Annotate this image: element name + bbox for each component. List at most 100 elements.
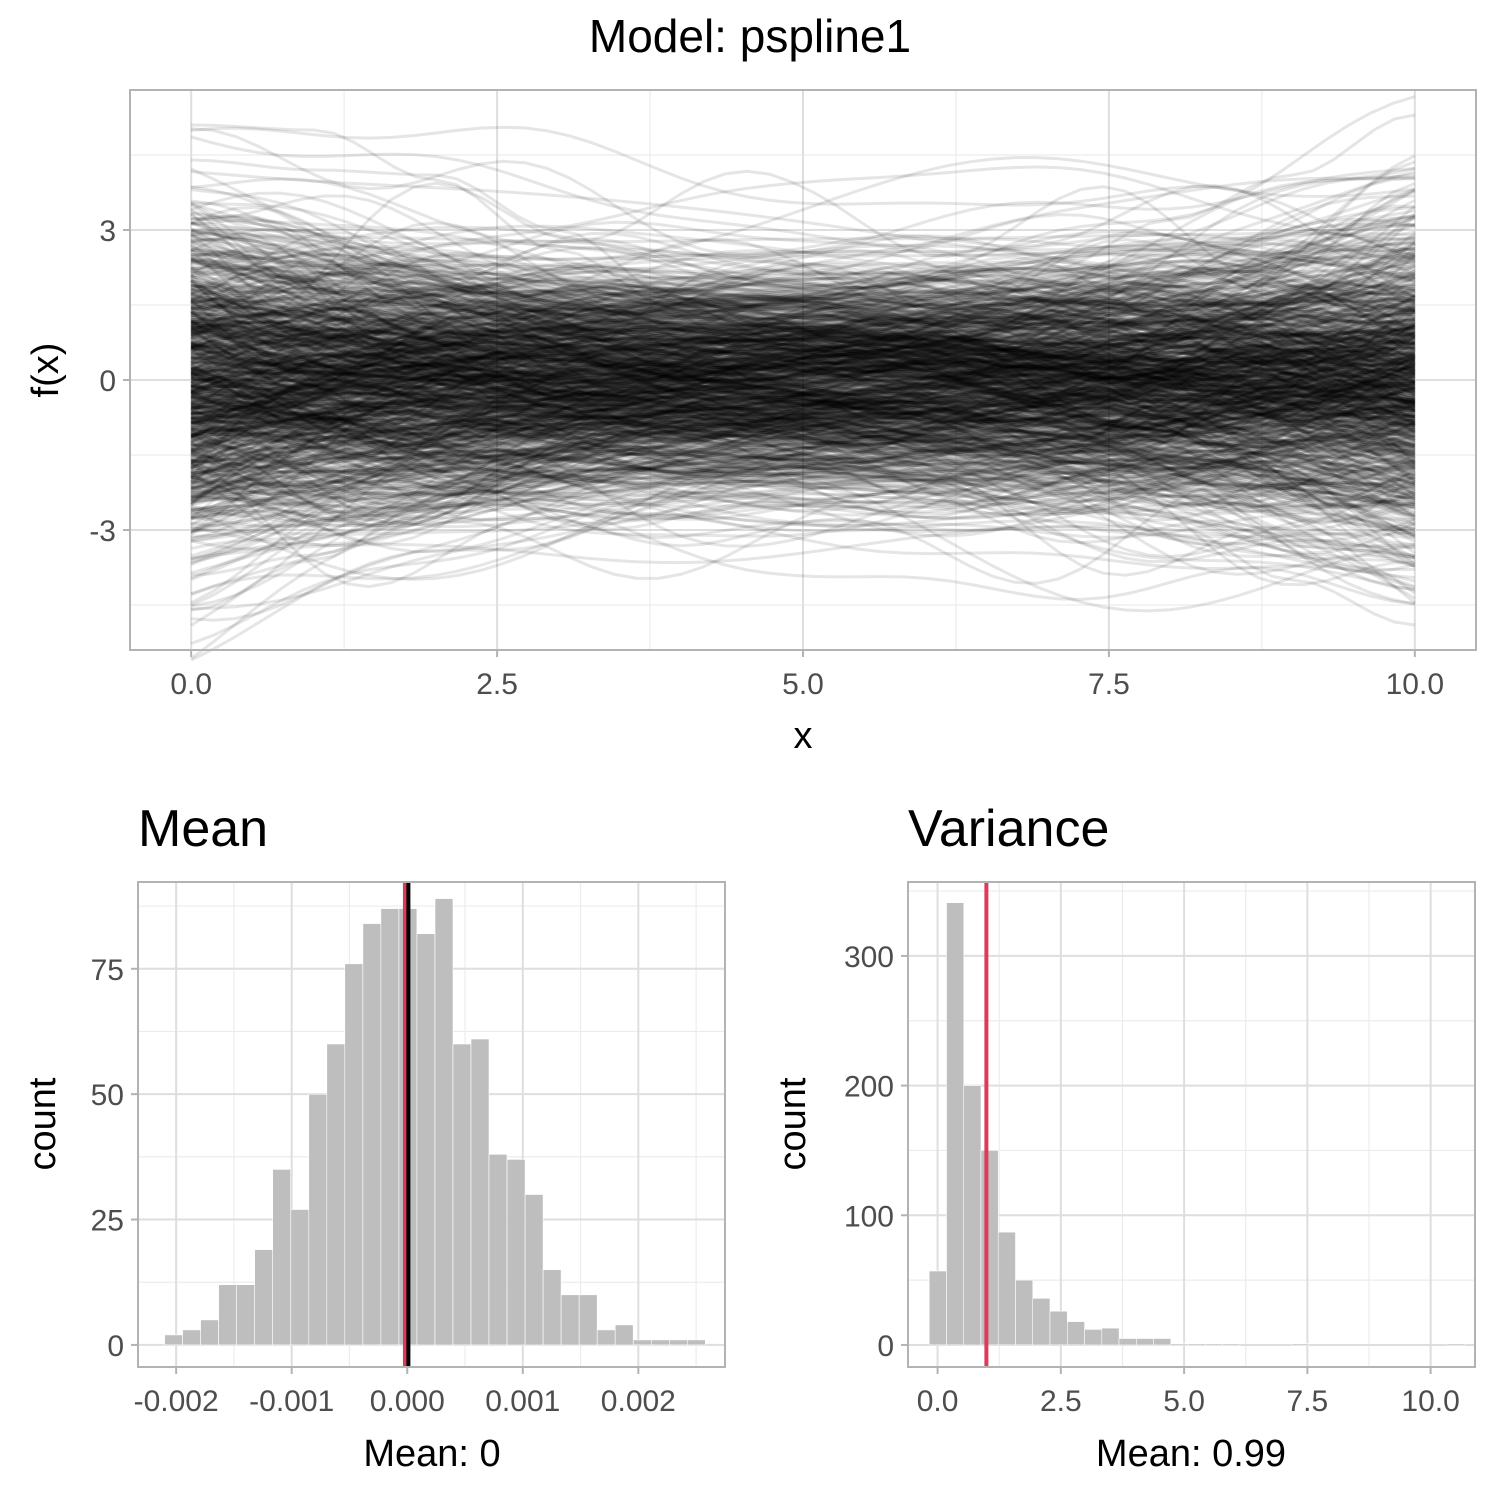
variance-plot-frame [907, 881, 1476, 1368]
function-curve [191, 307, 1415, 432]
function-curve [191, 390, 1416, 466]
variance-bar [1170, 1343, 1189, 1346]
function-curve [190, 240, 1415, 349]
function-curve [191, 354, 1415, 410]
function-curve [190, 311, 1415, 376]
function-curve [191, 336, 1416, 536]
function-curve [190, 233, 1416, 346]
function-curve [191, 397, 1415, 420]
function-curve [191, 218, 1416, 342]
function-curve [191, 261, 1416, 406]
function-curve [191, 376, 1416, 456]
function-curve [190, 380, 1415, 537]
function-curve [190, 414, 1416, 537]
function-curve [190, 229, 1415, 427]
function-curve [191, 232, 1415, 265]
function-curve [190, 258, 1416, 333]
function-curve [190, 279, 1416, 444]
function-curve [191, 334, 1416, 484]
function-curve [190, 350, 1416, 498]
function-curve [190, 320, 1415, 365]
function-curve [190, 316, 1416, 426]
function-curve [191, 428, 1416, 509]
function-curve [190, 335, 1415, 484]
function-curve [190, 344, 1416, 452]
function-curve [191, 326, 1415, 354]
function-curve [190, 343, 1415, 394]
function-curve [190, 342, 1416, 420]
variance-bar [1136, 1338, 1154, 1346]
function-curve [191, 484, 1415, 564]
function-curve [191, 297, 1416, 400]
function-curve [191, 344, 1416, 502]
function-curve [190, 416, 1415, 473]
function-curve [191, 388, 1416, 499]
function-curve [190, 386, 1416, 519]
function-curve [191, 251, 1416, 425]
mean-bar [308, 1093, 328, 1346]
function-curve [191, 367, 1416, 431]
function-curve [191, 460, 1415, 482]
function-curve [190, 307, 1416, 426]
function-curve [191, 215, 1416, 403]
function-curve [191, 259, 1416, 376]
function-curve [191, 173, 1415, 350]
function-curve [190, 415, 1415, 449]
mean-bar [542, 1269, 562, 1346]
function-curve [191, 321, 1416, 440]
function-curve [191, 342, 1415, 410]
function-curve [190, 327, 1416, 470]
function-curve [191, 316, 1416, 377]
function-curve [190, 321, 1416, 388]
function-curve [190, 360, 1416, 481]
function-curve [190, 424, 1416, 539]
function-curve [191, 355, 1416, 404]
variance-bar [1067, 1321, 1085, 1346]
function-curve [191, 312, 1416, 394]
function-curve [190, 188, 1416, 431]
function-curve [190, 412, 1416, 519]
function-curve [190, 246, 1416, 344]
function-curve [191, 242, 1415, 337]
mean-bar [434, 898, 454, 1346]
function-curve [191, 313, 1415, 540]
variance-bar [946, 902, 965, 1346]
function-curve [190, 320, 1416, 372]
function-curve [190, 352, 1415, 419]
function-curve [191, 364, 1415, 466]
function-curve [191, 280, 1415, 356]
function-curve [191, 346, 1415, 398]
function-curve [190, 243, 1415, 344]
function-curve [190, 258, 1416, 531]
function-curve [190, 323, 1416, 386]
function-curve [190, 333, 1415, 392]
function-curve [190, 224, 1416, 411]
function-curve [190, 358, 1415, 501]
function-curve [190, 213, 1416, 421]
function-curve [191, 352, 1415, 464]
function-curve [190, 213, 1416, 432]
function-curve [190, 265, 1415, 350]
function-curve [191, 289, 1416, 406]
function-curve [191, 400, 1416, 502]
function-curve [191, 273, 1415, 427]
function-curve [190, 418, 1415, 506]
function-curve [190, 313, 1415, 404]
function-curve [191, 297, 1415, 342]
function-curve [190, 291, 1415, 495]
function-curve [190, 255, 1416, 389]
functions-x-tick-label: 5.0 [782, 668, 824, 701]
function-curve [190, 296, 1415, 488]
function-curve [191, 289, 1415, 428]
function-curve [190, 325, 1416, 474]
function-curve [190, 301, 1416, 405]
function-curve [190, 231, 1415, 361]
function-curve [190, 377, 1415, 471]
function-curve [190, 278, 1416, 427]
function-curve [190, 366, 1416, 439]
function-curve [190, 247, 1416, 424]
function-curve [191, 448, 1416, 528]
function-curve [191, 215, 1416, 436]
function-curve [191, 362, 1416, 493]
function-curve [190, 336, 1416, 437]
